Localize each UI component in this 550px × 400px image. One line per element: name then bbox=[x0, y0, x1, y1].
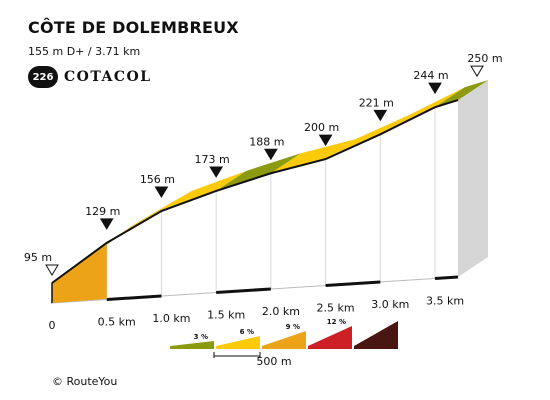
gradient-segment bbox=[380, 87, 466, 135]
x-axis: 0 0.5 km 1.0 km 1.5 km 2.0 km 2.5 km 3.0 km 3.5… bbox=[49, 294, 465, 332]
legend-swatch bbox=[262, 331, 306, 346]
cotacol-badge: 226 bbox=[28, 66, 58, 88]
x-tick-label: 0 bbox=[49, 319, 56, 332]
elevation-label: 188 m bbox=[249, 135, 284, 148]
scale-label: 500 m bbox=[256, 355, 291, 368]
legend-swatch bbox=[308, 326, 352, 346]
legend-swatch-base bbox=[262, 346, 306, 349]
cotacol-logo: 226 COTACOL bbox=[28, 66, 152, 88]
climb-stats: 155 m D+ / 3.71 km bbox=[28, 45, 141, 58]
x-tick-label: 1.0 km bbox=[152, 312, 190, 325]
legend-label: 12 % bbox=[327, 318, 346, 326]
gradient-segment bbox=[161, 170, 247, 212]
legend-swatch bbox=[170, 341, 214, 346]
legend-swatch-base bbox=[170, 346, 214, 349]
elevation-label: 95 m bbox=[24, 251, 52, 264]
x-tick-label: 2.5 km bbox=[317, 301, 355, 314]
elevation-label: 221 m bbox=[359, 96, 394, 109]
cotacol-number: 226 bbox=[32, 71, 54, 83]
base-segment bbox=[106, 294, 162, 301]
profile-end-face bbox=[458, 80, 488, 277]
legend-swatch-base bbox=[354, 346, 398, 349]
x-tick-label: 0.5 km bbox=[98, 315, 136, 328]
elevation-marker bbox=[318, 134, 333, 147]
elevation-label: 129 m bbox=[85, 205, 120, 218]
chart-title: CÔTE DE DOLEMBREUX bbox=[28, 18, 239, 37]
copyright-footer: © RouteYou bbox=[52, 375, 118, 388]
legend-swatch-base bbox=[216, 346, 260, 349]
profile-front-face bbox=[52, 100, 458, 303]
gradient-segment bbox=[435, 80, 488, 108]
base-segment bbox=[325, 280, 381, 287]
legend-label: 6 % bbox=[240, 328, 254, 336]
base-segment bbox=[434, 275, 459, 280]
chart-header: CÔTE DE DOLEMBREUX 155 m D+ / 3.71 km bbox=[28, 18, 328, 58]
x-tick-label: 1.5 km bbox=[207, 308, 245, 321]
elevation-marker-open bbox=[45, 264, 59, 276]
elevation-label: 250 m bbox=[467, 52, 502, 65]
cotacol-name: COTACOL bbox=[64, 69, 152, 85]
elevation-markers bbox=[45, 65, 484, 276]
legend-swatch-base bbox=[308, 346, 352, 349]
start-segment-front bbox=[52, 242, 107, 303]
elevation-marker bbox=[373, 109, 388, 122]
legend-swatch bbox=[216, 336, 260, 346]
elevation-marker bbox=[154, 186, 169, 198]
gradient-segment bbox=[325, 114, 411, 160]
elevation-marker-open bbox=[470, 65, 484, 78]
profile-line bbox=[51, 99, 459, 303]
elevation-label: 156 m bbox=[140, 173, 175, 186]
x-tick-label: 2.0 km bbox=[262, 305, 300, 318]
x-tick-label: 3.5 km bbox=[426, 294, 464, 307]
x-tick-label: 3.0 km bbox=[371, 298, 409, 311]
base-segment bbox=[216, 287, 271, 294]
gradient-segment bbox=[270, 139, 356, 174]
gradient-legend: 3 % 6 % 9 % 12 % 500 m bbox=[170, 318, 398, 368]
elevation-marker bbox=[263, 148, 278, 161]
profile-top-line bbox=[51, 99, 459, 284]
elevation-marker bbox=[428, 82, 442, 95]
legend-label: 3 % bbox=[194, 333, 208, 341]
elevation-label: 200 m bbox=[304, 121, 339, 134]
legend-label: 9 % bbox=[286, 323, 300, 331]
elevation-label: 173 m bbox=[195, 153, 230, 166]
elevation-label: 244 m bbox=[413, 69, 448, 82]
elevation-marker bbox=[209, 166, 224, 178]
gradient-segment bbox=[216, 153, 301, 191]
legend-swatch bbox=[354, 321, 398, 346]
elevation-marker bbox=[99, 218, 114, 230]
elevation-labels: 95 m 129 m 156 m 173 m 188 m 200 m 221 m 244 m 2… bbox=[24, 52, 503, 264]
